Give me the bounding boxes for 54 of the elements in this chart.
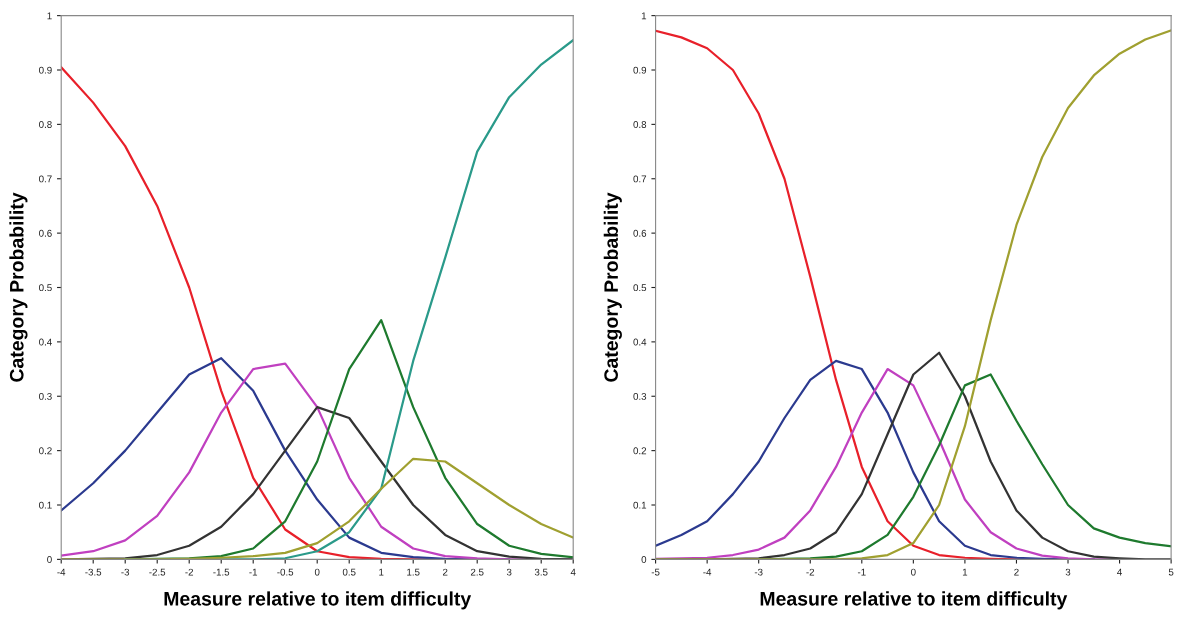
y-axis-title: Category Probability	[603, 192, 622, 382]
x-axis-title: Measure relative to item difficulty	[760, 591, 1068, 610]
y-tick-label: 0.5	[633, 284, 647, 292]
y-tick-label: 0.3	[633, 392, 647, 400]
x-tick-label: 3	[506, 568, 512, 576]
x-tick-label: -2	[185, 568, 194, 576]
x-tick-label: 0.5	[342, 568, 356, 576]
x-tick-label: -4	[703, 568, 712, 576]
x-tick-label: -1	[857, 568, 866, 576]
x-tick-label: -5	[651, 568, 660, 576]
x-tick-label: 1	[962, 568, 968, 576]
x-tick-label: 2	[442, 568, 448, 576]
x-tick-label: -3	[121, 568, 130, 576]
x-tick-label: 2.5	[470, 568, 484, 576]
x-tick-label: 3	[1065, 568, 1071, 576]
y-tick-label: 0.8	[633, 121, 647, 128]
x-tick-label: 4	[570, 568, 576, 576]
y-tick-label: 0.8	[39, 121, 52, 128]
y-tick-label: 0	[641, 556, 647, 563]
y-tick-label: 0	[47, 556, 52, 563]
y-tick-label: 0.2	[633, 447, 647, 455]
y-tick-label: 0.3	[39, 392, 52, 400]
x-tick-label: -1.5	[213, 568, 230, 576]
y-tick-label: 0.1	[39, 501, 52, 509]
x-tick-label: -3.5	[85, 568, 102, 576]
y-tick-label: 0.4	[633, 338, 647, 346]
x-tick-label: 5	[1168, 568, 1174, 576]
x-tick-label: -1	[249, 568, 258, 576]
x-tick-label: -3	[754, 568, 763, 576]
y-tick-label: 0.2	[39, 447, 52, 455]
x-tick-label: -4	[57, 568, 66, 576]
x-tick-label: 1	[379, 568, 384, 576]
x-tick-label: 1.5	[407, 568, 420, 576]
x-axis-title: Measure relative to item difficulty	[164, 591, 472, 610]
x-tick-label: 3.5	[534, 568, 548, 576]
x-tick-label: 0	[314, 568, 320, 576]
y-tick-label: 0.7	[633, 175, 647, 183]
y-tick-label: 0.4	[39, 338, 52, 346]
y-tick-label: 0.5	[39, 284, 52, 292]
x-tick-label: 0	[911, 568, 916, 576]
y-tick-label: 0.6	[633, 229, 647, 237]
x-tick-label: 4	[1117, 568, 1122, 576]
y-tick-label: 0.1	[633, 501, 647, 509]
y-tick-label: 0.9	[39, 66, 52, 74]
y-tick-label: 0.7	[39, 175, 52, 183]
y-tick-label: 1	[641, 12, 647, 20]
y-tick-label: 1	[47, 12, 52, 20]
y-tick-label: 0.9	[633, 66, 647, 74]
x-tick-label: -2	[806, 568, 815, 576]
y-axis-title: Category Probability	[9, 192, 28, 382]
x-tick-label: -0.5	[277, 568, 294, 576]
x-tick-label: 2	[1014, 568, 1019, 576]
y-tick-label: 0.6	[39, 229, 52, 237]
x-tick-label: -2.5	[149, 568, 166, 576]
